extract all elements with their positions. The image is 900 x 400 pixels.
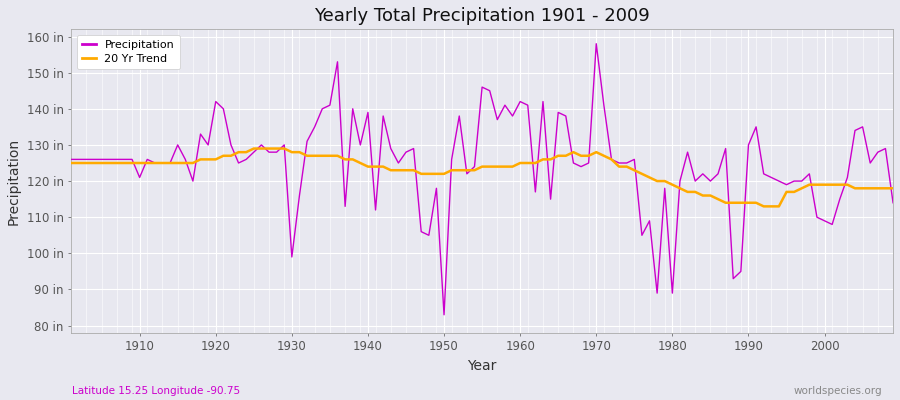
X-axis label: Year: Year (467, 359, 497, 373)
Title: Yearly Total Precipitation 1901 - 2009: Yearly Total Precipitation 1901 - 2009 (314, 7, 650, 25)
Legend: Precipitation, 20 Yr Trend: Precipitation, 20 Yr Trend (76, 35, 180, 70)
Y-axis label: Precipitation: Precipitation (7, 138, 21, 225)
Text: Latitude 15.25 Longitude -90.75: Latitude 15.25 Longitude -90.75 (72, 386, 240, 396)
Text: worldspecies.org: worldspecies.org (794, 386, 882, 396)
